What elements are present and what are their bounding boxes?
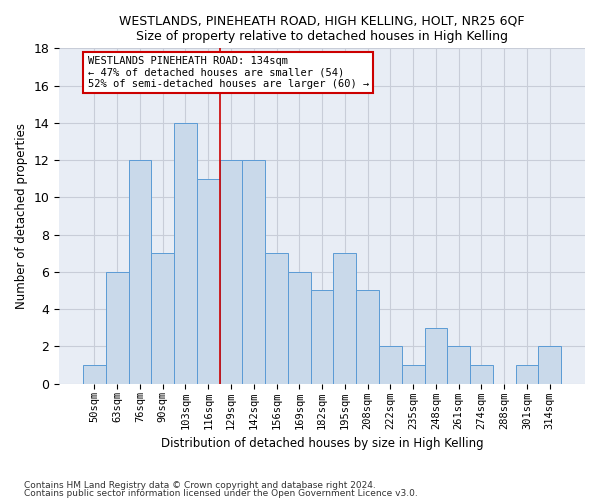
Bar (425, 328, 447, 384)
Bar (379, 346, 402, 384)
Text: Contains HM Land Registry data © Crown copyright and database right 2024.: Contains HM Land Registry data © Crown c… (24, 480, 376, 490)
X-axis label: Distribution of detached houses by size in High Kelling: Distribution of detached houses by size … (161, 437, 484, 450)
Bar (128, 160, 151, 384)
Bar (174, 123, 197, 384)
Bar (334, 253, 356, 384)
Text: WESTLANDS PINEHEATH ROAD: 134sqm
← 47% of detached houses are smaller (54)
52% o: WESTLANDS PINEHEATH ROAD: 134sqm ← 47% o… (88, 56, 369, 89)
Y-axis label: Number of detached properties: Number of detached properties (15, 123, 28, 309)
Bar (265, 253, 288, 384)
Title: WESTLANDS, PINEHEATH ROAD, HIGH KELLING, HOLT, NR25 6QF
Size of property relativ: WESTLANDS, PINEHEATH ROAD, HIGH KELLING,… (119, 15, 525, 43)
Bar (311, 290, 334, 384)
Bar (356, 290, 379, 384)
Bar (220, 160, 242, 384)
Bar (470, 365, 493, 384)
Bar (402, 365, 425, 384)
Bar (197, 178, 220, 384)
Text: Contains public sector information licensed under the Open Government Licence v3: Contains public sector information licen… (24, 489, 418, 498)
Bar (106, 272, 128, 384)
Bar (151, 253, 174, 384)
Bar (538, 346, 561, 384)
Bar (83, 365, 106, 384)
Bar (515, 365, 538, 384)
Bar (242, 160, 265, 384)
Bar (447, 346, 470, 384)
Bar (288, 272, 311, 384)
